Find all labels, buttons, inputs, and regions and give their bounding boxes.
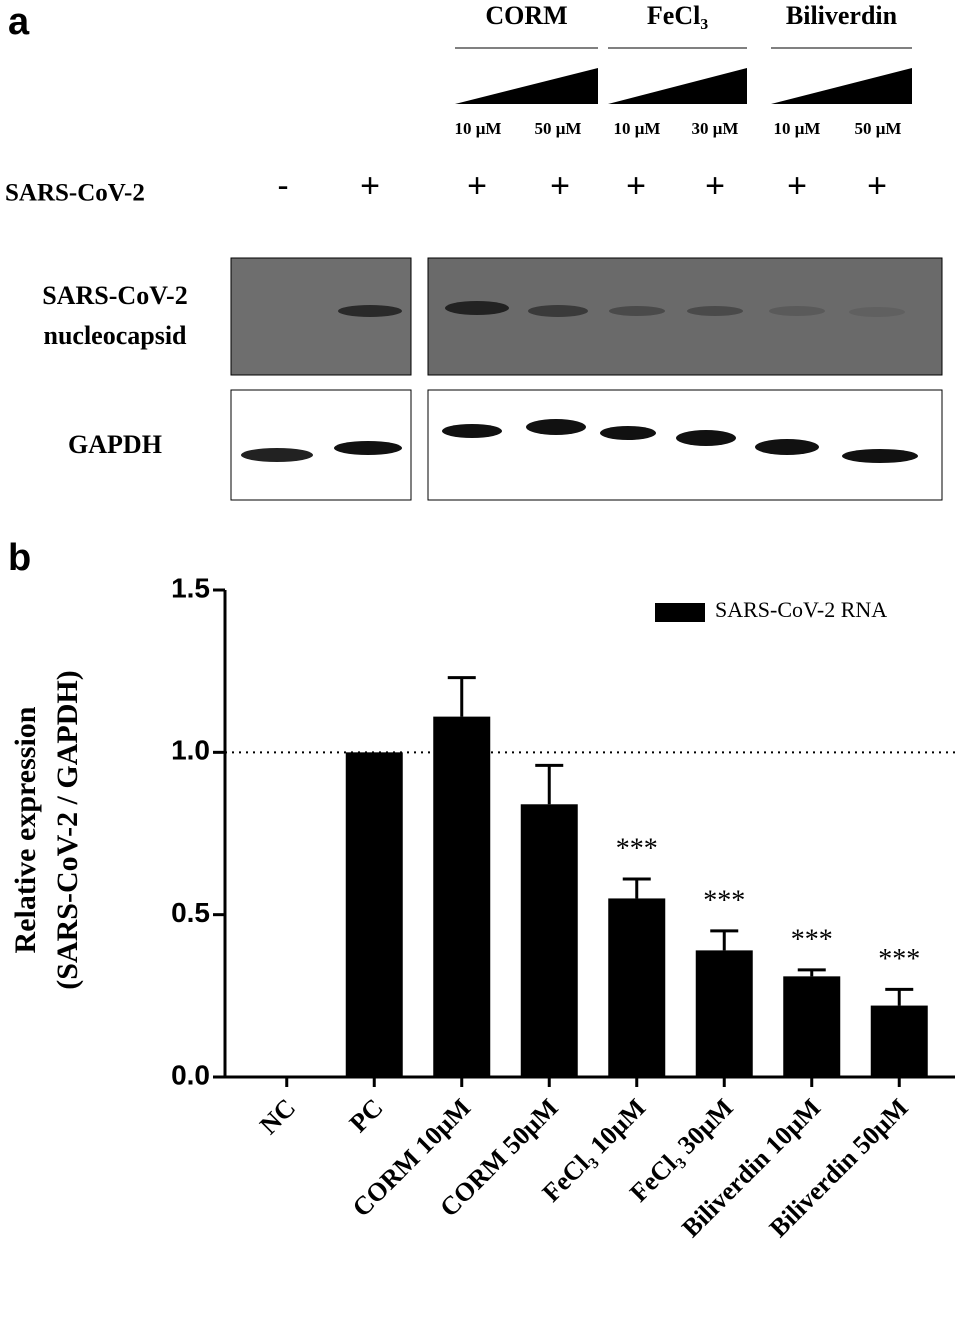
- blot-frame: [230, 257, 412, 376]
- sign: +: [360, 167, 380, 205]
- y-tick-label: 0.5: [171, 897, 210, 928]
- dose-label: 50 μM: [855, 119, 902, 138]
- dose-triangle: [771, 68, 912, 104]
- blot-label: nucleocapsid: [43, 321, 187, 350]
- band: [755, 439, 819, 455]
- panel-label: a: [8, 1, 30, 43]
- group-label: FeCl₃: [647, 1, 708, 30]
- legend-label: SARS-CoV-2 RNA: [715, 597, 887, 622]
- sign: +: [550, 167, 570, 205]
- significance: ***: [703, 885, 745, 916]
- band: [676, 430, 736, 446]
- sign: +: [787, 167, 807, 205]
- band: [687, 306, 743, 316]
- band: [849, 307, 905, 317]
- blot-label: SARS-CoV-2: [42, 281, 187, 310]
- group-label: Biliverdin: [786, 1, 898, 30]
- bar: [520, 804, 578, 1077]
- y-axis-label: (SARS-CoV-2 / GAPDH): [51, 670, 84, 989]
- dose-label: 50 μM: [535, 119, 582, 138]
- blot-label: GAPDH: [68, 430, 162, 459]
- sign: +: [626, 167, 646, 205]
- band: [241, 448, 313, 462]
- band: [769, 306, 825, 316]
- sign: -: [277, 167, 288, 205]
- band: [609, 306, 665, 316]
- bar: [608, 898, 666, 1077]
- dose-label: 30 μM: [692, 119, 739, 138]
- legend-swatch: [655, 603, 705, 622]
- band: [528, 305, 588, 317]
- dose-triangle: [455, 68, 598, 104]
- dose-triangle: [608, 68, 747, 104]
- y-tick-label: 1.5: [171, 572, 210, 603]
- dose-label: 10 μM: [455, 119, 502, 138]
- significance: ***: [878, 944, 920, 975]
- bar: [345, 752, 403, 1077]
- bar: [433, 716, 491, 1077]
- sign: +: [467, 167, 487, 205]
- bar: [870, 1005, 928, 1077]
- blot-frame: [427, 257, 943, 376]
- bar: [695, 950, 753, 1077]
- y-tick-label: 0.0: [171, 1059, 210, 1090]
- band: [442, 424, 502, 438]
- band: [842, 449, 918, 463]
- sign: +: [705, 167, 725, 205]
- group-label: CORM: [485, 1, 567, 30]
- band: [334, 441, 402, 455]
- band: [445, 301, 509, 315]
- significance: ***: [791, 924, 833, 955]
- blot-frame: [427, 389, 943, 501]
- band: [600, 426, 656, 440]
- band: [338, 305, 402, 317]
- y-tick-label: 1.0: [171, 735, 210, 766]
- sign: +: [867, 167, 887, 205]
- dose-label: 10 μM: [614, 119, 661, 138]
- bar: [783, 976, 841, 1077]
- y-axis-label: Relative expression: [9, 706, 42, 953]
- significance: ***: [616, 833, 658, 864]
- dose-label: 10 μM: [774, 119, 821, 138]
- row-label: SARS-CoV-2: [5, 180, 145, 207]
- panel-a: a CORM 10 μM 50 μM FeCl₃ 10 μM 30 μM Biliverdi…: [5, 1, 943, 501]
- band: [526, 419, 586, 435]
- panel-label: b: [8, 537, 31, 579]
